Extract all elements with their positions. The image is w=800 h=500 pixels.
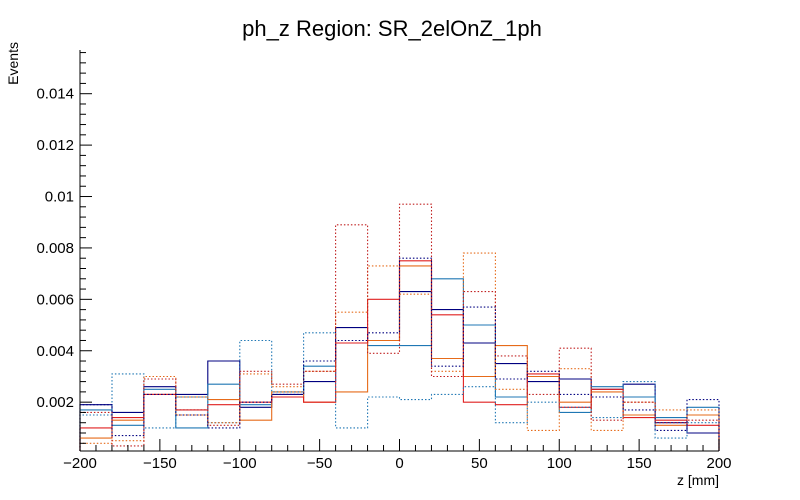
series-layer xyxy=(79,203,720,451)
x-tick-label: 100 xyxy=(547,455,572,472)
x-tick-label: 50 xyxy=(471,455,488,472)
x-axis-label: z [mm] xyxy=(677,472,719,488)
series-navy-dotted xyxy=(79,257,720,451)
y-axis-label: Events xyxy=(5,42,21,85)
y-tick-label: 0.01 xyxy=(45,189,74,206)
series-line xyxy=(79,257,720,451)
x-tick-label: 150 xyxy=(627,455,652,472)
y-tick-label: 0.004 xyxy=(36,343,74,360)
x-tick-label: 0 xyxy=(395,455,403,472)
y-tick-label: 0.012 xyxy=(36,137,74,154)
chart-title: ph_z Region: SR_2elOnZ_1ph xyxy=(242,16,542,41)
y-tick-label: 0.014 xyxy=(36,86,74,103)
axis-layer: −200 −150 −100 −50 0 50 100 150 200 0.002 0.004 0.0… xyxy=(36,50,732,472)
x-tick-label: −200 xyxy=(63,455,97,472)
x-tick-label: −150 xyxy=(143,455,177,472)
x-tick-label: 200 xyxy=(706,455,731,472)
x-tick-label: −100 xyxy=(223,455,257,472)
x-tick-label: −50 xyxy=(307,455,332,472)
y-tick-label: 0.002 xyxy=(36,394,74,411)
y-tick-label: 0.008 xyxy=(36,240,74,257)
y-tick-label: 0.006 xyxy=(36,291,74,308)
